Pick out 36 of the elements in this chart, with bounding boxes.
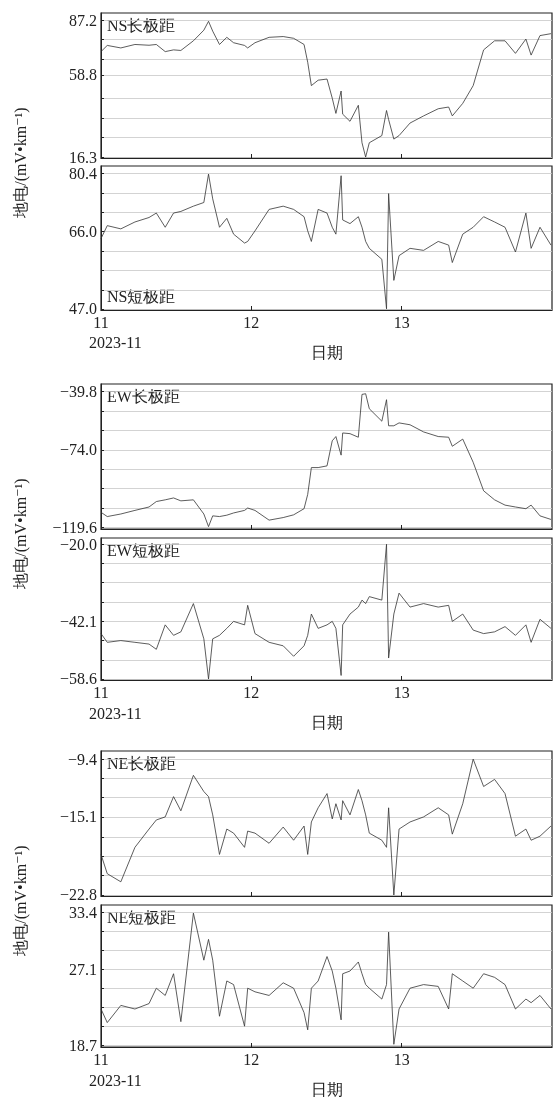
- x-tick-label: 12: [243, 683, 260, 701]
- x-tick-label: 12: [243, 313, 260, 331]
- y-axis-title: 地电/(mV•km⁻¹): [11, 845, 30, 957]
- y-tick-label: −42.1: [59, 612, 97, 630]
- y-tick-label: 80.4: [69, 164, 97, 182]
- x-tick-label: 12: [243, 1050, 260, 1068]
- chart-title: NE长极距: [107, 754, 177, 772]
- y-tick-label: 16.3: [69, 148, 97, 166]
- y-tick-label: 58.8: [69, 66, 97, 84]
- y-tick-label: 27.1: [69, 960, 97, 978]
- y-tick-label: −22.8: [59, 886, 97, 904]
- y-tick-label: −9.4: [67, 750, 97, 768]
- y-axis-title: 地电/(mV•km⁻¹): [11, 478, 30, 590]
- chart-title: EW长极距: [107, 387, 180, 405]
- x-axis-title: 日期: [310, 713, 343, 731]
- y-tick-label: −39.8: [59, 383, 97, 401]
- text: 2023-11: [89, 1071, 142, 1089]
- x-tick-label: 13: [393, 683, 410, 701]
- text: NS短极距: [107, 287, 176, 305]
- y-tick-label: −74.0: [59, 441, 97, 459]
- text: 2023-11: [89, 333, 142, 351]
- x-axis-title: 日期: [310, 1080, 343, 1098]
- y-tick-label: 33.4: [69, 903, 97, 921]
- y-tick-label: −20.0: [59, 535, 97, 553]
- y-axis-title: 地电/(mV•km⁻¹): [11, 107, 30, 219]
- chart-title: EW短极距: [107, 541, 180, 559]
- y-tick-label: 87.2: [69, 11, 97, 29]
- chart-title: NE短极距: [107, 908, 177, 926]
- x-axis-title: 日期: [310, 343, 343, 361]
- y-tick-label: 66.0: [69, 223, 97, 241]
- y-tick-label: −15.1: [59, 808, 97, 826]
- chart-title: NS长极距: [107, 16, 176, 34]
- text: 2023-11: [89, 704, 142, 722]
- x-tick-label: 13: [393, 313, 410, 331]
- y-tick-label: −119.6: [52, 519, 97, 537]
- x-tick-label: 13: [393, 1050, 410, 1068]
